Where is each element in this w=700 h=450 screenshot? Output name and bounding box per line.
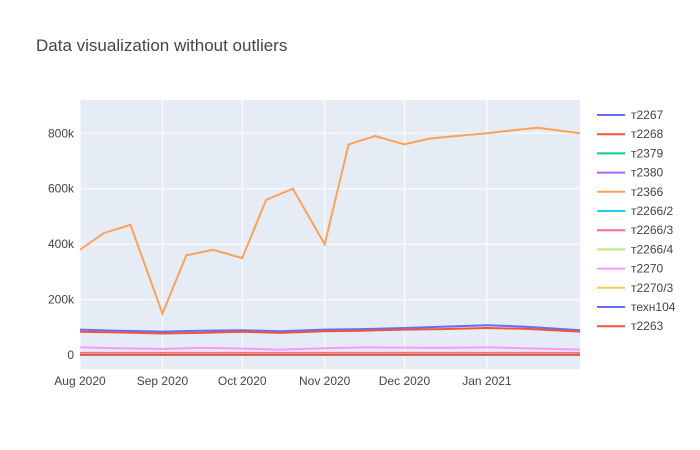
series-layer (79, 126, 581, 356)
plot-area (80, 100, 580, 369)
series-line (79, 326, 581, 335)
legend-label: т2366 (631, 185, 664, 199)
series-line (79, 126, 581, 317)
legend-label: т2380 (631, 166, 664, 180)
y-tick-label: 600k (48, 182, 75, 196)
legend-item[interactable]: т2270 (597, 262, 664, 276)
legend-item[interactable]: техн104 (597, 300, 676, 314)
x-tick-label: Dec 2020 (379, 374, 431, 388)
x-tick-label: Oct 2020 (218, 374, 267, 388)
legend-item[interactable]: т2266/4 (597, 242, 674, 256)
legend-item[interactable]: т2266/3 (597, 223, 674, 237)
x-tick-label: Nov 2020 (299, 374, 351, 388)
y-tick-label: 400k (48, 237, 75, 251)
legend-item[interactable]: т2366 (597, 185, 664, 199)
chart-title: Data visualization without outliers (36, 36, 287, 55)
legend-label: т2266/3 (631, 223, 674, 237)
legend-label: т2266/2 (631, 204, 674, 218)
x-tick-label: Aug 2020 (54, 374, 106, 388)
legend-item[interactable]: т2268 (597, 127, 664, 141)
legend-item[interactable]: т2267 (597, 108, 664, 122)
series-line (79, 346, 581, 351)
y-tick-label: 200k (48, 293, 75, 307)
legend-item[interactable]: т2379 (597, 146, 664, 160)
legend-item[interactable]: т2380 (597, 166, 664, 180)
legend-label: т2270 (631, 262, 664, 276)
y-tick-label: 800k (48, 126, 75, 140)
legend-label: т2266/4 (631, 242, 674, 256)
y-tick-label: 0 (67, 348, 74, 362)
legend-label: т2268 (631, 127, 664, 141)
legend-label: техн104 (631, 300, 676, 314)
legend-label: т2267 (631, 108, 664, 122)
legend-item[interactable]: т2263 (597, 319, 664, 333)
x-tick-label: Jan 2021 (462, 374, 512, 388)
x-axis-ticks: Aug 2020 Sep 2020 Oct 2020 Nov 2020 Dec 2020… (54, 374, 512, 388)
series-line (79, 324, 581, 333)
x-tick-label: Sep 2020 (137, 374, 189, 388)
legend-item[interactable]: т2266/2 (597, 204, 674, 218)
legend-label: т2263 (631, 319, 664, 333)
legend[interactable]: т2267 т2268 т2379 т2380 т2366 т2266/2 т2266/3 т… (597, 108, 676, 333)
legend-item[interactable]: т2270/3 (597, 281, 674, 295)
legend-label: т2379 (631, 146, 664, 160)
legend-label: т2270/3 (631, 281, 674, 295)
y-axis-ticks: 0 200k 400k 600k 800k (48, 126, 75, 362)
